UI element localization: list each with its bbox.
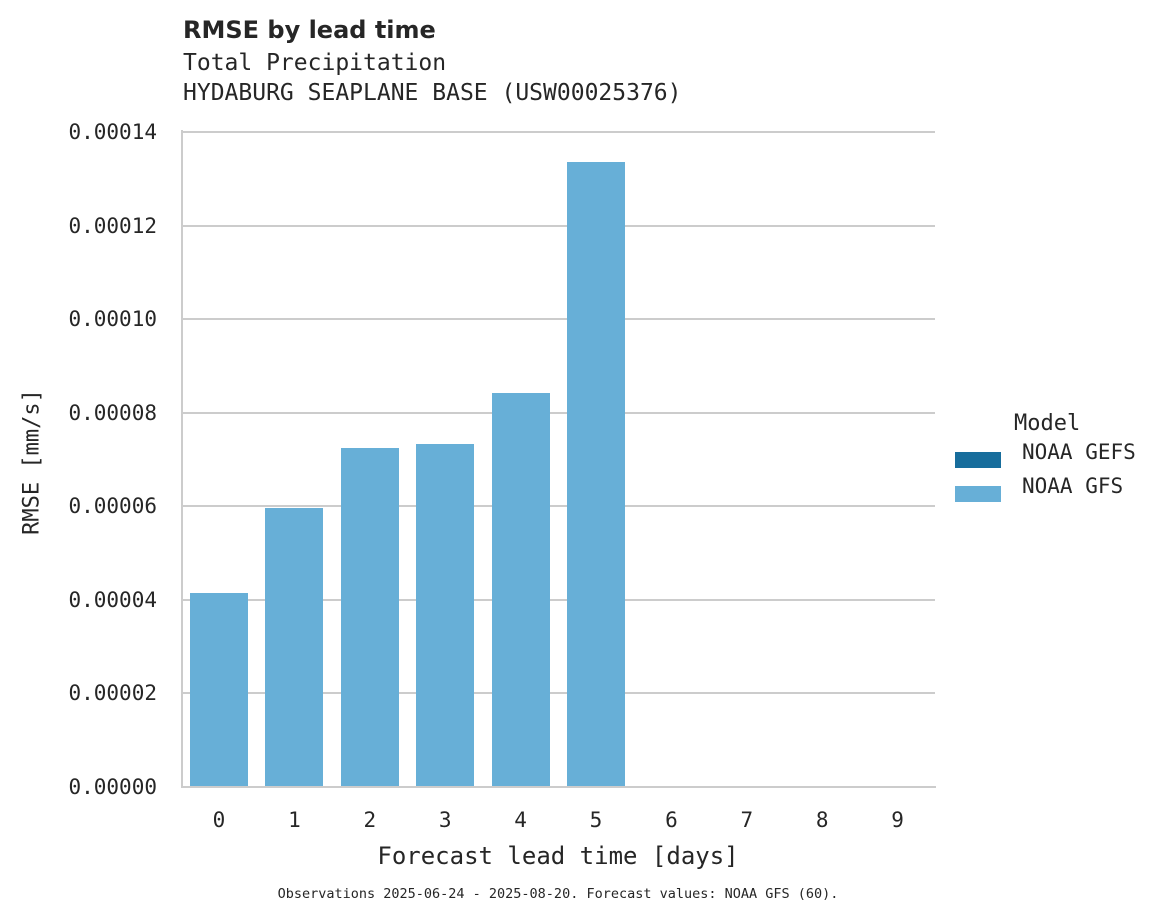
gridline	[183, 318, 935, 321]
y-tick-label: 0.00002	[68, 681, 157, 706]
y-tick-label: 0.00010	[68, 307, 157, 332]
chart-subtitle-variable: Total Precipitation	[183, 50, 447, 76]
x-tick-label: 1	[288, 808, 301, 832]
x-tick-label: 8	[815, 808, 829, 832]
bar-noaa-gfs-day-4	[491, 393, 550, 787]
gridline	[183, 131, 935, 133]
x-tick-label: 0	[212, 808, 226, 832]
gridline	[183, 224, 935, 227]
x-tick-label: 4	[514, 808, 527, 832]
bar-noaa-gfs-day-5	[567, 161, 625, 787]
bar-noaa-gfs-day-0	[190, 592, 248, 787]
footnote: Observations 2025-06-24 - 2025-08-20. Fo…	[277, 886, 839, 902]
x-tick-label: 3	[438, 808, 452, 832]
x-tick-label: 2	[363, 808, 377, 832]
x-axis-line	[181, 786, 936, 788]
x-tick-label: 5	[589, 808, 603, 832]
y-tick-label: 0.00012	[68, 213, 157, 238]
gridline	[183, 505, 935, 508]
legend-label: NOAA GFS	[1022, 474, 1124, 498]
bar-noaa-gfs-day-1	[265, 508, 324, 787]
gridline	[183, 692, 935, 695]
y-tick-label: 0.00004	[68, 587, 157, 612]
legend-swatch-noaa-gfs	[955, 486, 1001, 502]
x-tick-label: 7	[740, 808, 754, 832]
gridline	[183, 598, 935, 601]
legend-title: Model	[1014, 411, 1081, 436]
bar-noaa-gfs-day-2	[340, 447, 399, 787]
chart-title: RMSE by lead time	[183, 16, 436, 44]
gridline	[183, 411, 935, 414]
legend-swatch-noaa-gefs	[955, 452, 1001, 468]
bar-noaa-gfs-day-3	[416, 444, 475, 787]
y-axis-line	[181, 130, 183, 788]
y-tick-label: 0.00014	[68, 120, 157, 144]
chart-subtitle-station: HYDABURG SEAPLANE BASE (USW00025376)	[183, 80, 682, 106]
y-tick-label: 0.00008	[68, 400, 157, 425]
y-tick-label: 0.00000	[68, 775, 157, 799]
y-tick-label: 0.00006	[68, 494, 157, 519]
x-tick-label: 9	[891, 808, 904, 832]
y-axis-label: RMSE [mm/s]	[19, 389, 45, 535]
legend-label: NOAA GEFS	[1022, 440, 1136, 464]
x-tick-label: 6	[665, 808, 678, 832]
x-axis-label: Forecast lead time [days]	[377, 842, 739, 870]
